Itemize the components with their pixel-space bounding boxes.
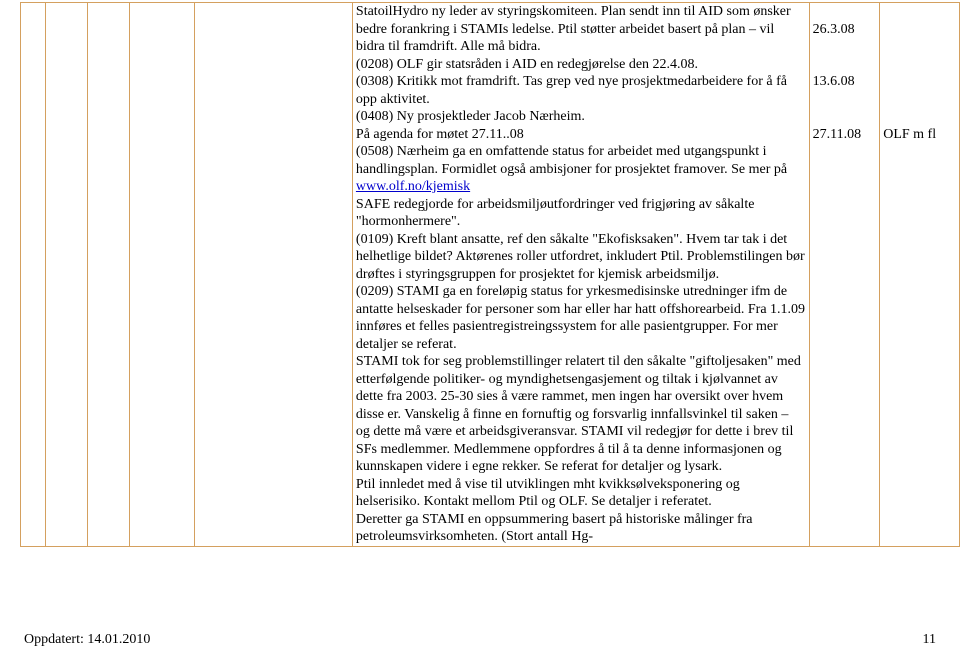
- body-paragraph: Ptil innledet med å vise til utviklingen…: [356, 476, 806, 511]
- body-paragraph: SAFE redegjorde for arbeidsmiljøutfordri…: [356, 196, 806, 231]
- cell-rightcol: OLF m fl: [880, 3, 960, 547]
- cell-body: StatoilHydro ny leder av styringskomitee…: [352, 3, 809, 547]
- body-paragraph: STAMI tok for seg problemstillinger rela…: [356, 353, 806, 476]
- body-paragraph: Deretter ga STAMI en oppsummering basert…: [356, 511, 806, 546]
- date-value: 27.11.08: [813, 126, 877, 144]
- page: StatoilHydro ny leder av styringskomitee…: [0, 0, 960, 654]
- cell-col5: [195, 3, 353, 547]
- body-text-span: (0508) Nærheim ga en omfattende status f…: [356, 144, 787, 177]
- cell-col1: [21, 3, 46, 547]
- table-row: StatoilHydro ny leder av styringskomitee…: [21, 3, 960, 547]
- body-paragraph: (0208) OLF gir statsråden i AID en redeg…: [356, 56, 806, 74]
- body-paragraph: StatoilHydro ny leder av styringskomitee…: [356, 3, 806, 56]
- footer-page-number: 11: [923, 632, 936, 648]
- content-table: StatoilHydro ny leder av styringskomitee…: [20, 2, 960, 547]
- page-footer: Oppdatert: 14.01.2010 11: [24, 632, 936, 648]
- body-paragraph: (0408) Ny prosjektleder Jacob Nærheim.: [356, 108, 806, 126]
- body-paragraph: På agenda for møtet 27.11..08: [356, 126, 806, 144]
- date-value: 13.6.08: [813, 73, 877, 91]
- date-value: 26.3.08: [813, 21, 877, 39]
- rightcol-value: OLF m fl: [883, 126, 956, 144]
- cell-dates: 26.3.08 13.6.08 27.11.08: [809, 3, 880, 547]
- cell-col3: [87, 3, 129, 547]
- cell-col2: [45, 3, 87, 547]
- footer-updated: Oppdatert: 14.01.2010: [24, 632, 150, 648]
- cell-col4: [129, 3, 194, 547]
- body-paragraph: (0209) STAMI ga en foreløpig status for …: [356, 283, 806, 353]
- body-paragraph: (0508) Nærheim ga en omfattende status f…: [356, 143, 806, 196]
- link-olf[interactable]: www.olf.no/kjemisk: [356, 179, 470, 194]
- body-paragraph: (0109) Kreft blant ansatte, ref den såka…: [356, 231, 806, 284]
- body-paragraph: (0308) Kritikk mot framdrift. Tas grep v…: [356, 73, 806, 108]
